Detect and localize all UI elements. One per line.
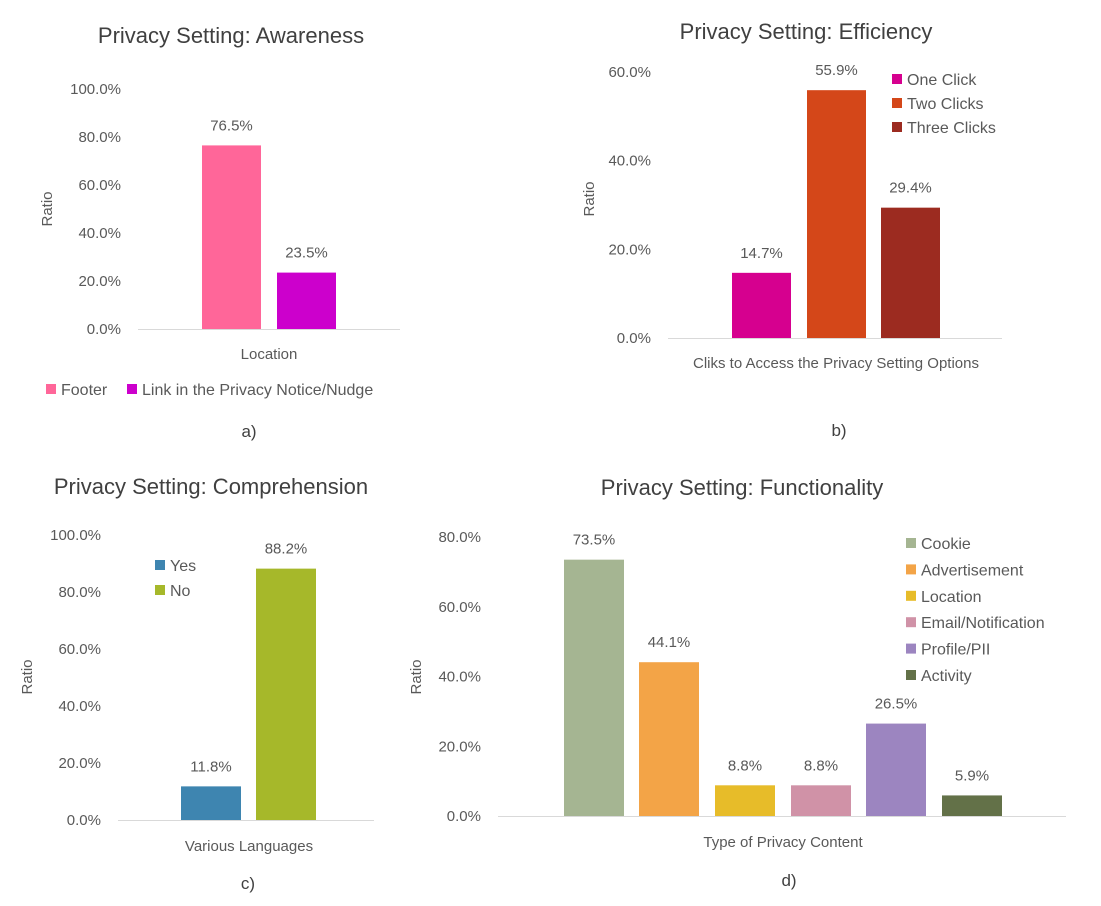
bar (202, 145, 261, 329)
legend-swatch (906, 643, 916, 654)
legend-label: Yes (170, 558, 196, 575)
x-axis-label: Location (241, 346, 298, 363)
chart-c: Privacy Setting: Comprehension Ratio 0.0% 2… (19, 474, 374, 893)
data-label: 55.9% (815, 62, 858, 79)
legend: Cookie Advertisement Location Email/Notific… (906, 536, 1045, 685)
data-label: 5.9% (955, 767, 989, 784)
legend-label: Profile/PII (921, 642, 990, 659)
y-tick-label: 0.0% (447, 808, 481, 825)
data-label: 76.5% (210, 117, 253, 134)
legend-swatch (892, 98, 902, 108)
legend-label: Two Clicks (907, 96, 983, 113)
legend-label: Footer (61, 382, 108, 399)
chart-title: Privacy Setting: Efficiency (680, 19, 933, 44)
y-tick-label: 40.0% (438, 669, 481, 686)
chart-caption: d) (781, 871, 796, 890)
chart-title: Privacy Setting: Comprehension (54, 474, 368, 499)
bar (791, 785, 851, 816)
legend-label: Advertisement (921, 562, 1024, 579)
legend-label: One Click (907, 72, 977, 89)
legend-swatch (892, 122, 902, 132)
legend-swatch (906, 617, 916, 628)
bar (564, 559, 624, 816)
y-tick-label: 0.0% (617, 330, 651, 347)
legend-swatch (155, 560, 165, 570)
bar (807, 90, 866, 338)
y-tick-label: 100.0% (50, 527, 101, 544)
chart-d: Privacy Setting: Functionality Ratio 0.0% 2… (408, 475, 1066, 890)
chart-a: Privacy Setting: Awareness Ratio 0.0% 20.0%… (39, 23, 400, 441)
y-tick-label: 20.0% (58, 755, 101, 772)
data-label: 8.8% (804, 757, 838, 774)
y-tick-label: 60.0% (58, 641, 101, 658)
x-axis-label: Various Languages (185, 838, 313, 855)
chart-title: Privacy Setting: Awareness (98, 23, 364, 48)
legend-label: Activity (921, 668, 972, 685)
data-label: 88.2% (265, 541, 308, 558)
chart-caption: c) (241, 874, 255, 893)
y-tick-label: 0.0% (67, 812, 101, 829)
y-tick-label: 40.0% (78, 225, 121, 242)
legend-label: No (170, 583, 191, 600)
data-label: 26.5% (875, 696, 918, 713)
legend-label: Email/Notification (921, 615, 1045, 632)
legend-swatch (906, 590, 916, 601)
legend-swatch (892, 74, 902, 84)
data-label: 23.5% (285, 245, 328, 262)
y-axis-label: Ratio (39, 191, 56, 226)
data-label: 29.4% (889, 180, 932, 197)
y-tick-label: 20.0% (78, 273, 121, 290)
y-tick-label: 40.0% (608, 153, 651, 170)
bar (715, 785, 775, 816)
bar (881, 207, 940, 338)
legend-label: Location (921, 589, 982, 606)
y-axis-label: Ratio (581, 181, 598, 216)
y-tick-label: 60.0% (78, 177, 121, 194)
legend: One Click Two Clicks Three Clicks (892, 72, 996, 137)
y-tick-label: 20.0% (438, 738, 481, 755)
y-tick-label: 60.0% (608, 64, 651, 81)
legend-label: Cookie (921, 536, 971, 553)
bar (942, 795, 1002, 816)
chart-caption: b) (831, 421, 846, 440)
chart-b: Privacy Setting: Efficiency Ratio 0.0% 20.0… (581, 19, 1002, 440)
y-tick-label: 20.0% (608, 241, 651, 258)
data-label: 44.1% (648, 634, 691, 651)
y-tick-label: 100.0% (70, 81, 121, 98)
data-label: 11.8% (190, 758, 231, 775)
bar (639, 662, 699, 816)
legend: Yes No (155, 558, 196, 600)
data-label: 14.7% (740, 245, 783, 262)
legend-swatch (906, 538, 916, 548)
bar (732, 272, 791, 338)
y-axis-label: Ratio (19, 659, 36, 694)
y-tick-label: 80.0% (58, 584, 101, 601)
bar (181, 786, 241, 820)
y-tick-label: 80.0% (78, 129, 121, 146)
legend-swatch (906, 564, 916, 575)
legend-swatch (906, 670, 916, 680)
y-axis-label: Ratio (408, 659, 425, 694)
bar (256, 568, 316, 820)
bar (277, 272, 336, 329)
bar (866, 723, 926, 816)
legend-label: Three Clicks (907, 120, 996, 137)
y-tick-label: 0.0% (87, 321, 121, 338)
legend-label: Link in the Privacy Notice/Nudge (142, 382, 373, 399)
y-tick-label: 80.0% (438, 529, 481, 546)
legend: Footer Link in the Privacy Notice/Nudge (46, 382, 373, 399)
chart-title: Privacy Setting: Functionality (601, 475, 883, 500)
legend-swatch (46, 384, 56, 394)
y-tick-label: 60.0% (438, 599, 481, 616)
legend-swatch (155, 585, 165, 595)
y-tick-label: 40.0% (58, 698, 101, 715)
x-axis-label: Type of Privacy Content (703, 834, 863, 851)
chart-caption: a) (241, 422, 256, 441)
legend-swatch (127, 384, 137, 394)
data-label: 73.5% (573, 532, 616, 549)
x-axis-label: Cliks to Access the Privacy Setting Opti… (693, 355, 979, 372)
data-label: 8.8% (728, 757, 762, 774)
